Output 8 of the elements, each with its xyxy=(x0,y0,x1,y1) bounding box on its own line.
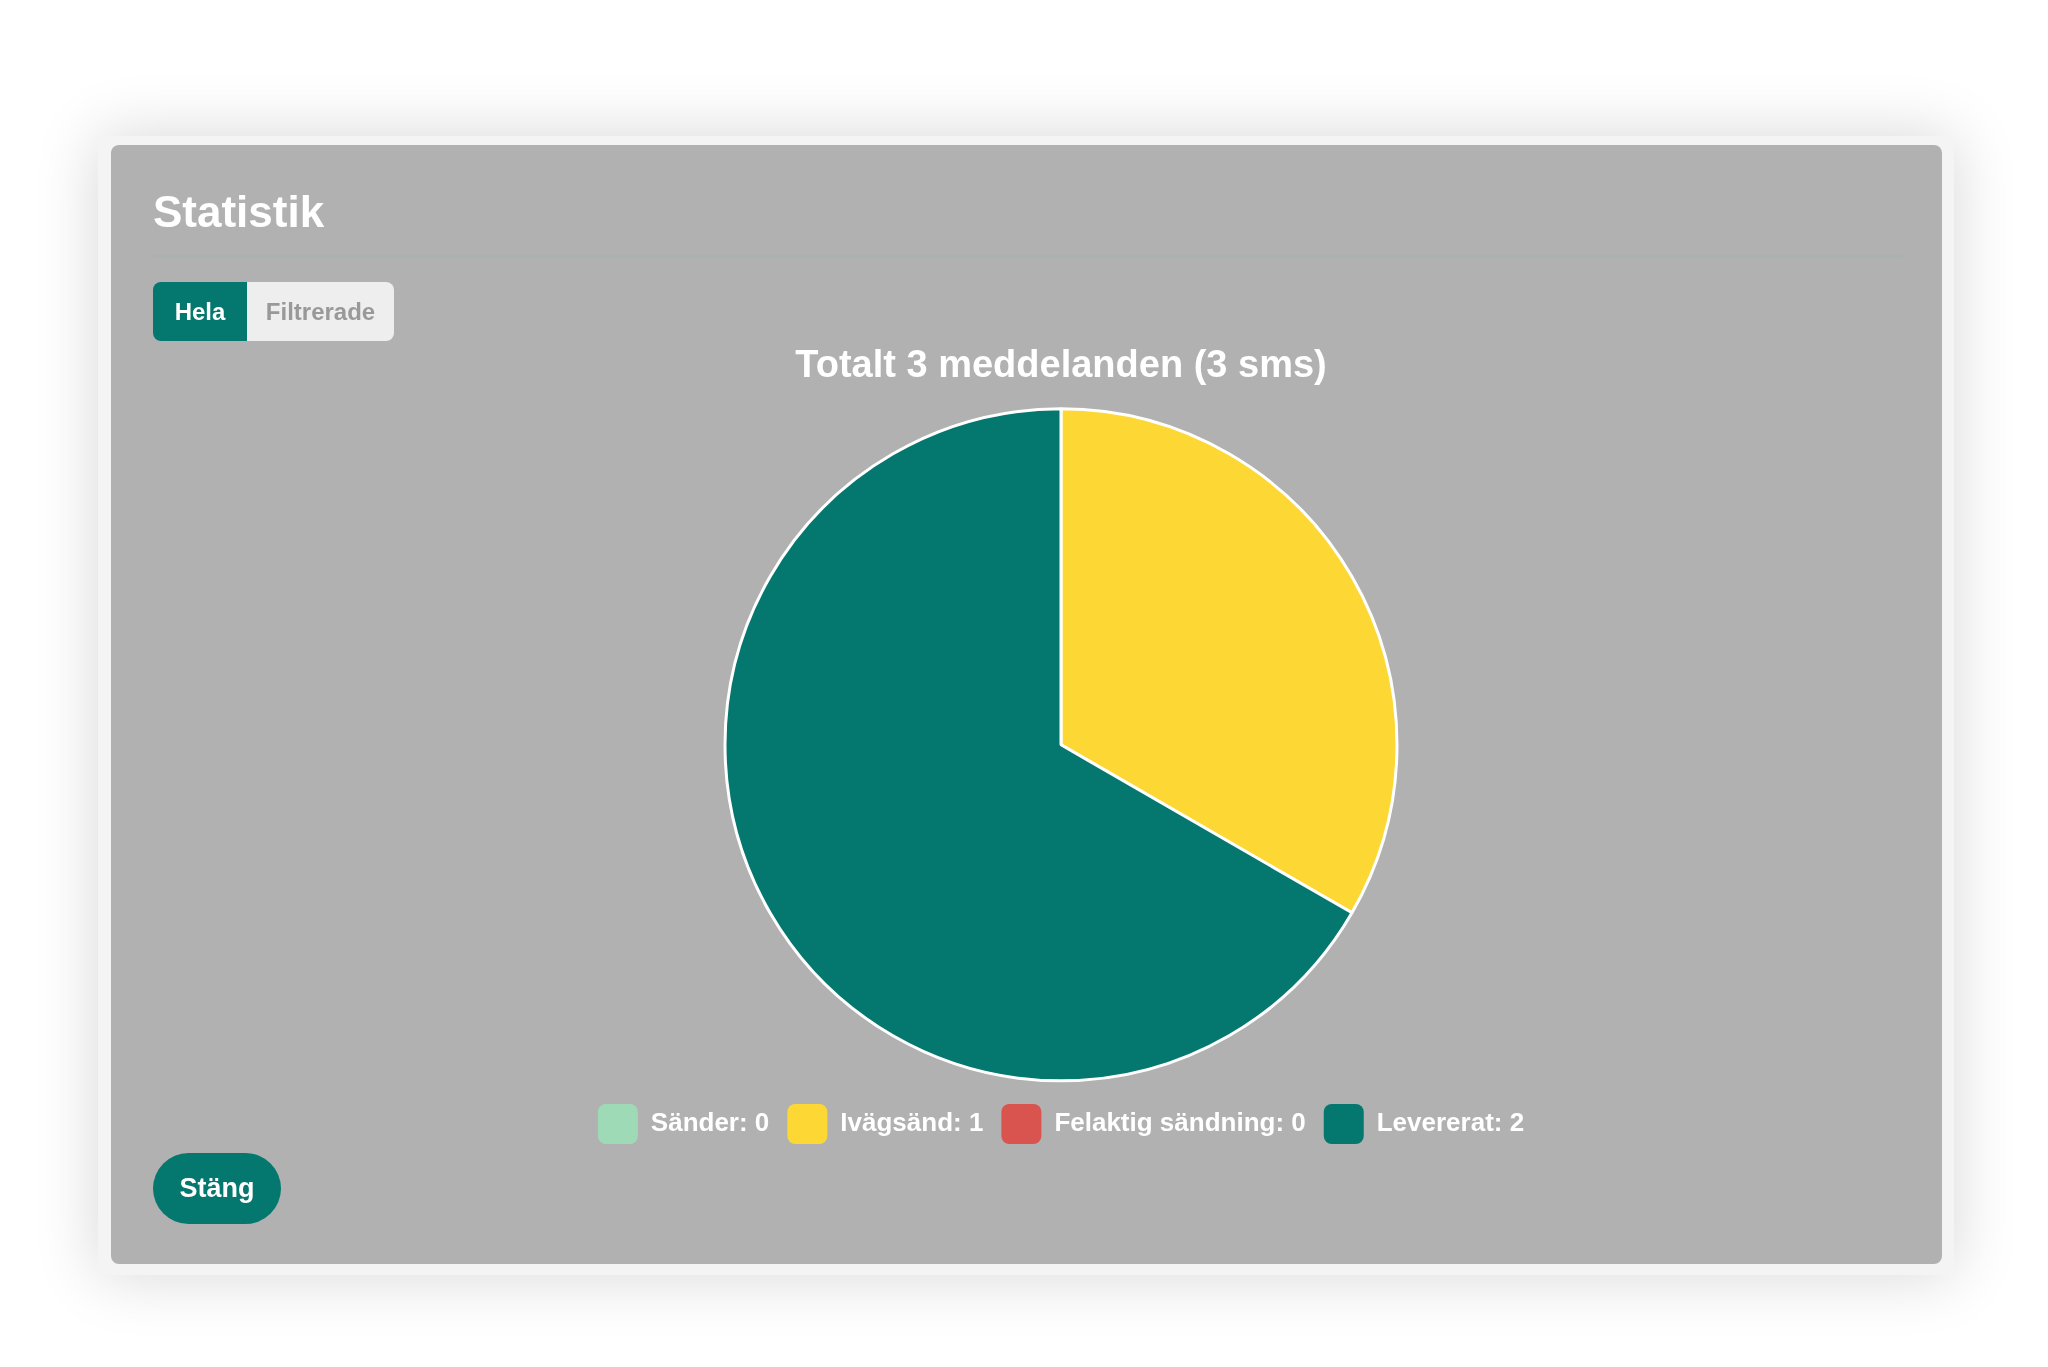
chart-subtitle: Totalt 3 meddelanden (3 sms) xyxy=(795,343,1327,386)
text: Statistik xyxy=(153,186,325,238)
close-button[interactable]: Stäng xyxy=(153,1153,281,1224)
legend-label: Sänder: 0 xyxy=(650,1107,770,1138)
legend-label: Ivägsänd: 1 xyxy=(840,1107,984,1138)
legend-label: Felaktig sändning: 0 xyxy=(1054,1107,1306,1138)
toggle-button[interactable]: Hela xyxy=(153,282,247,341)
legend-label: Levererat: 2 xyxy=(1376,1107,1525,1138)
